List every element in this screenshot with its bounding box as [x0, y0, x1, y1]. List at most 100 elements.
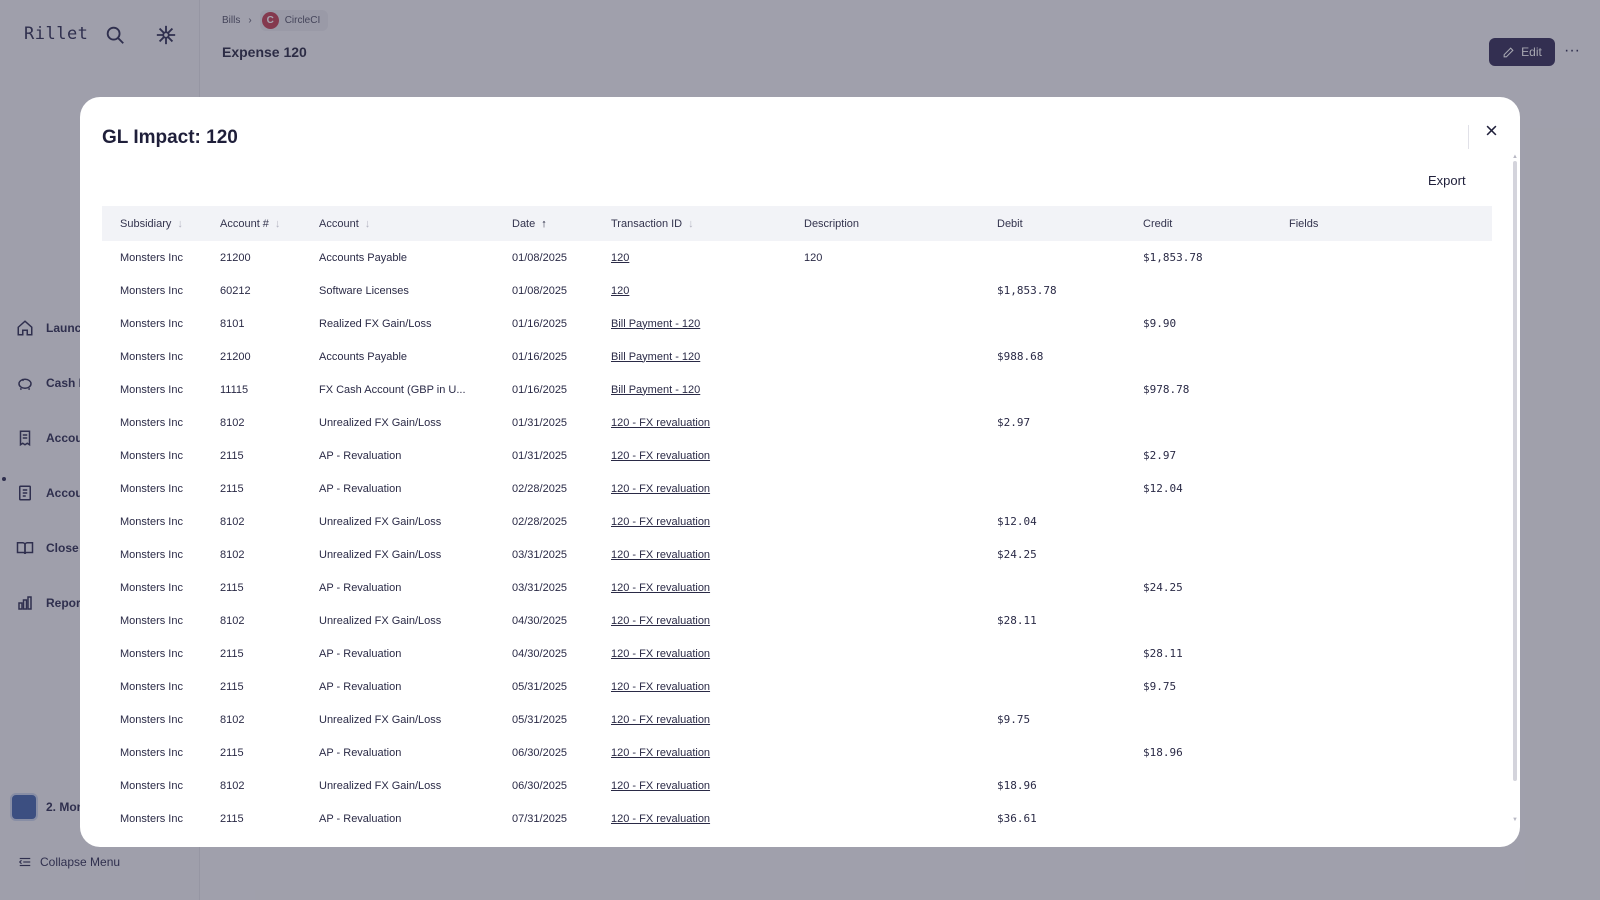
- table-row[interactable]: Monsters Inc 8101 Realized FX Gain/Loss 01/…: [102, 307, 1492, 340]
- cell-debit: $36.61: [997, 812, 1037, 825]
- gl-impact-modal: GL Impact: 120 Export Subsidiary ↓ Accoun…: [80, 97, 1520, 847]
- table-row[interactable]: Monsters Inc 2115 AP - Revaluation 07/31/20…: [102, 802, 1492, 835]
- nav-item-label: Launc: [46, 320, 82, 335]
- cell-fields: [1271, 373, 1492, 406]
- nav-item-accounts-b[interactable]: Accou: [16, 465, 196, 520]
- transaction-link[interactable]: 120 - FX revaluation: [611, 713, 711, 726]
- table-row[interactable]: Monsters Inc 8102 Unrealized FX Gain/Loss 0…: [102, 505, 1492, 538]
- cell-description: [786, 307, 979, 340]
- transaction-link[interactable]: 120: [611, 284, 630, 297]
- table-row[interactable]: Monsters Inc 2115 AP - Revaluation 02/28/20…: [102, 472, 1492, 505]
- table-row[interactable]: Monsters Inc 2115 AP - Revaluation 03/31/20…: [102, 571, 1492, 604]
- cell-fields: [1271, 637, 1492, 670]
- sort-arrow-icon: ↓: [364, 217, 371, 230]
- column-header-account-number[interactable]: Account # ↓: [220, 217, 281, 230]
- collapse-menu-button[interactable]: Collapse Menu: [18, 855, 120, 869]
- cell-account-number: 2115: [220, 449, 244, 462]
- cell-transaction-id: 120 - FX revaluation: [593, 505, 786, 538]
- transaction-link[interactable]: 120 - FX revaluation: [611, 416, 711, 429]
- cell-transaction-id: 120 - FX revaluation: [593, 571, 786, 604]
- transaction-link[interactable]: 120 - FX revaluation: [611, 812, 711, 825]
- transaction-link[interactable]: 120 - FX revaluation: [611, 515, 711, 528]
- table-row[interactable]: Monsters Inc 11115 FX Cash Account (GBP in…: [102, 373, 1492, 406]
- column-header-description[interactable]: Description: [804, 217, 860, 230]
- transaction-link[interactable]: Bill Payment - 120: [611, 383, 701, 396]
- nav-item-launch[interactable]: Launc: [16, 300, 196, 355]
- table-row[interactable]: Monsters Inc 8102 Unrealized FX Gain/Loss 0…: [102, 538, 1492, 571]
- column-header-date[interactable]: Date ↑: [512, 217, 547, 230]
- column-header-subsidiary[interactable]: Subsidiary ↓: [120, 217, 183, 230]
- nav-item-reports[interactable]: Report: [16, 575, 196, 630]
- cell-date: 03/31/2025: [512, 548, 568, 561]
- cell-credit: $12.04: [1143, 482, 1183, 495]
- export-button[interactable]: Export: [1428, 173, 1466, 188]
- transaction-link[interactable]: Bill Payment - 120: [611, 350, 701, 363]
- sparkle-icon[interactable]: [155, 24, 177, 46]
- column-header-debit[interactable]: Debit: [997, 217, 1023, 230]
- cell-description: [786, 505, 979, 538]
- cell-transaction-id: 120 - FX revaluation: [593, 637, 786, 670]
- table-row[interactable]: Monsters Inc 60212 Software Licenses 01/08/…: [102, 274, 1492, 307]
- breadcrumb-bills[interactable]: Bills: [222, 14, 241, 26]
- transaction-link[interactable]: Bill Payment - 120: [611, 317, 701, 330]
- table-row[interactable]: Monsters Inc 2115 AP - Revaluation 04/30/20…: [102, 637, 1492, 670]
- transaction-link[interactable]: 120 - FX revaluation: [611, 614, 711, 627]
- table-row[interactable]: Monsters Inc 8102 Unrealized FX Gain/Loss 0…: [102, 604, 1492, 637]
- receipt-icon: [19, 430, 31, 446]
- search-icon[interactable]: [104, 24, 126, 46]
- cell-credit: $1,853.78: [1143, 251, 1203, 264]
- cell-subsidiary: Monsters Inc: [120, 251, 183, 264]
- transaction-link[interactable]: 120 - FX revaluation: [611, 482, 711, 495]
- org-switcher[interactable]: 2. Mon: [10, 793, 84, 821]
- edit-label: Edit: [1521, 45, 1542, 59]
- transaction-link[interactable]: 120 - FX revaluation: [611, 647, 711, 660]
- cell-transaction-id: Bill Payment - 120: [593, 373, 786, 406]
- nav-item-close[interactable]: Close: [16, 520, 196, 575]
- transaction-link[interactable]: 120 - FX revaluation: [611, 449, 711, 462]
- transaction-link[interactable]: 120: [611, 251, 630, 264]
- nav-item-accounts-a[interactable]: Accou: [16, 410, 196, 465]
- brand-logo[interactable]: Rillet: [24, 24, 89, 44]
- cell-credit: [1125, 406, 1271, 439]
- cell-transaction-id: Bill Payment - 120: [593, 307, 786, 340]
- more-options-button[interactable]: ···: [1564, 42, 1580, 59]
- table-row[interactable]: Monsters Inc 2115 AP - Revaluation 05/31/20…: [102, 670, 1492, 703]
- column-header-credit[interactable]: Credit: [1143, 217, 1173, 230]
- scrollbar[interactable]: [1513, 161, 1517, 781]
- column-header-fields[interactable]: Fields: [1289, 217, 1319, 230]
- edit-button[interactable]: Edit: [1489, 38, 1555, 66]
- nav-item-label: Report: [46, 595, 85, 610]
- cell-description: [786, 703, 979, 736]
- cell-account: AP - Revaluation: [319, 680, 402, 693]
- table-row[interactable]: Monsters Inc 8102 Unrealized FX Gain/Loss 0…: [102, 769, 1492, 802]
- transaction-link[interactable]: 120 - FX revaluation: [611, 746, 711, 759]
- table-row[interactable]: Monsters Inc 8102 Unrealized FX Gain/Loss 0…: [102, 406, 1492, 439]
- cell-account: Unrealized FX Gain/Loss: [319, 713, 442, 726]
- cell-credit: $978.78: [1143, 383, 1190, 396]
- table-row[interactable]: Monsters Inc 21200 Accounts Payable 01/16/2…: [102, 340, 1492, 373]
- transaction-link[interactable]: 120 - FX revaluation: [611, 680, 711, 693]
- close-button[interactable]: [1480, 119, 1502, 141]
- sort-arrow-icon: ↓: [177, 217, 183, 230]
- scroll-up-arrow-icon[interactable]: ▲: [1512, 154, 1518, 160]
- table-row[interactable]: Monsters Inc 2115 AP - Revaluation 01/31/20…: [102, 439, 1492, 472]
- column-header-transaction-id[interactable]: Transaction ID ↓: [611, 217, 694, 230]
- cell-date: 06/30/2025: [512, 746, 568, 759]
- cell-fields: [1271, 538, 1492, 571]
- scroll-down-arrow-icon[interactable]: ▼: [1512, 817, 1518, 823]
- table-row[interactable]: Monsters Inc 2115 AP - Revaluation 06/30/20…: [102, 736, 1492, 769]
- transaction-link[interactable]: 120 - FX revaluation: [611, 548, 711, 561]
- cell-transaction-id: 120 - FX revaluation: [593, 439, 786, 472]
- cell-transaction-id: 120 - FX revaluation: [593, 802, 786, 835]
- transaction-link[interactable]: 120 - FX revaluation: [611, 779, 711, 792]
- cell-credit: $18.96: [1143, 746, 1183, 759]
- cell-description: [786, 340, 979, 373]
- breadcrumb-vendor[interactable]: C CircleCI: [259, 9, 329, 31]
- column-header-account[interactable]: Account ↓: [319, 217, 371, 230]
- transaction-link[interactable]: 120 - FX revaluation: [611, 581, 711, 594]
- table-row[interactable]: Monsters Inc 8102 Unrealized FX Gain/Loss 0…: [102, 703, 1492, 736]
- cell-subsidiary: Monsters Inc: [120, 581, 183, 594]
- nav-item-cash[interactable]: Cash F: [16, 355, 196, 410]
- cell-debit: [979, 439, 1125, 472]
- table-row[interactable]: Monsters Inc 21200 Accounts Payable 01/08/2…: [102, 241, 1492, 274]
